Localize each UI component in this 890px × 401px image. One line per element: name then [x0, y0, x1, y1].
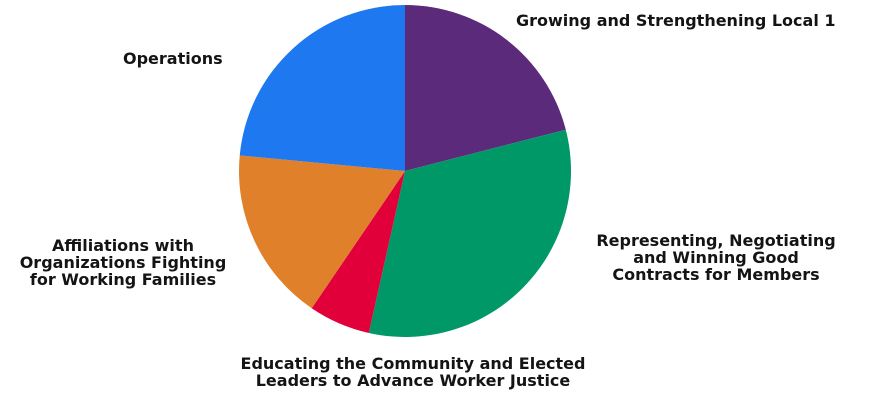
label-line: for Working Families [29, 270, 217, 289]
label-line: Growing and Strengthening Local 1 [516, 11, 836, 30]
label-line: Representing, Negotiating [596, 231, 836, 250]
pie-slice-1 [368, 129, 571, 338]
pie-slice-2 [311, 171, 405, 334]
label-line: Operations [123, 49, 223, 68]
label-educating-community: Educating the Community and Elected Lead… [196, 355, 630, 389]
label-line: Affiliations with [52, 236, 194, 255]
pie-slice-0 [405, 5, 566, 171]
pie-slice-4 [239, 5, 405, 171]
label-line: Organizations Fighting [19, 253, 227, 272]
pie-slice-3 [239, 155, 405, 309]
label-line: and Winning Good [633, 248, 799, 267]
label-line: Educating the Community and Elected [240, 354, 586, 373]
label-operations: Operations [123, 50, 223, 67]
label-line: Leaders to Advance Worker Justice [255, 371, 571, 390]
label-representing-contracts: Representing, Negotiating and Winning Go… [578, 232, 854, 283]
label-line: Contracts for Members [612, 265, 820, 284]
label-growing-local-1: Growing and Strengthening Local 1 [516, 12, 836, 29]
label-affiliations: Affiliations with Organizations Fighting… [0, 237, 246, 288]
